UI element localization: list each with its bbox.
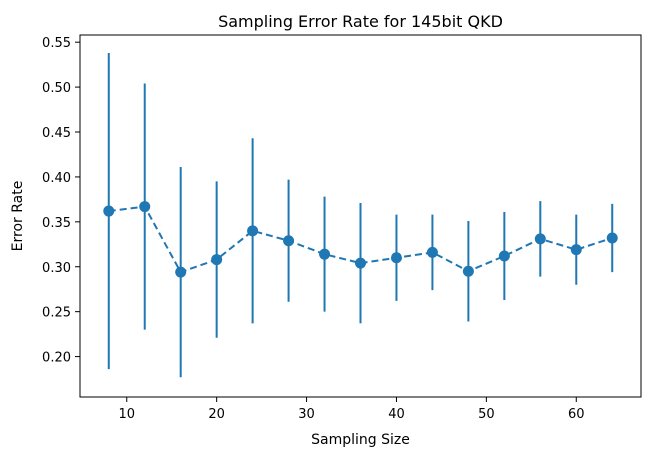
- data-point: [498, 250, 510, 262]
- data-point: [211, 254, 223, 266]
- y-tick-label: 0.25: [42, 306, 71, 321]
- x-tick-label: 10: [118, 407, 135, 422]
- data-markers: [103, 201, 618, 278]
- chart-title: Sampling Error Rate for 145bit QKD: [218, 12, 503, 31]
- data-point: [283, 235, 295, 247]
- x-tick-label: 20: [208, 407, 225, 422]
- data-point: [390, 252, 402, 264]
- x-tick-label: 50: [478, 407, 495, 422]
- data-point: [103, 205, 115, 217]
- y-tick-label: 0.35: [42, 216, 71, 231]
- x-tick-label: 40: [388, 407, 405, 422]
- series-line-group: [108, 205, 613, 274]
- data-point: [606, 232, 618, 244]
- x-tick-label: 30: [298, 407, 315, 422]
- y-tick-label: 0.50: [42, 81, 71, 96]
- y-tick-label: 0.30: [42, 261, 71, 276]
- data-point: [319, 248, 331, 260]
- y-tick-label: 0.20: [42, 351, 71, 366]
- x-axis-ticks: 10 20 30 40 50 60: [118, 397, 585, 422]
- data-point: [355, 257, 366, 269]
- series-line: [108, 205, 613, 274]
- x-axis-label: Sampling Size: [311, 432, 410, 448]
- y-tick-label: 0.45: [42, 126, 71, 141]
- x-tick-label: 60: [568, 407, 585, 422]
- data-point: [139, 201, 151, 213]
- y-axis-ticks: 0.20 0.25 0.30 0.35 0.40 0.45 0.50 0.55: [42, 36, 80, 366]
- error-bars: [107, 52, 614, 378]
- y-axis-label: Error Rate: [10, 181, 26, 252]
- data-point: [570, 244, 582, 256]
- data-point: [247, 225, 259, 237]
- y-tick-label: 0.40: [42, 171, 71, 186]
- plot-area-frame: [79, 34, 642, 398]
- data-point: [175, 266, 187, 278]
- data-point: [462, 265, 474, 277]
- data-point: [534, 233, 546, 245]
- data-point: [426, 246, 438, 258]
- y-tick-label: 0.55: [42, 36, 71, 51]
